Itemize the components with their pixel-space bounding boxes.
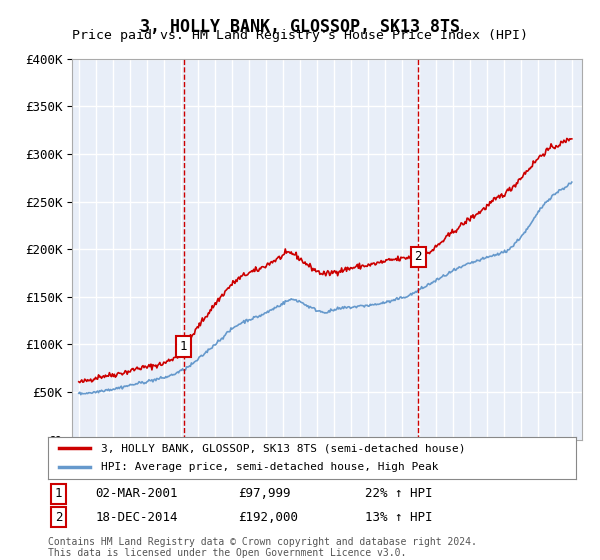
Text: 22% ↑ HPI: 22% ↑ HPI xyxy=(365,487,432,500)
Text: 3, HOLLY BANK, GLOSSOP, SK13 8TS: 3, HOLLY BANK, GLOSSOP, SK13 8TS xyxy=(140,18,460,36)
Text: 1: 1 xyxy=(180,340,187,353)
Text: Price paid vs. HM Land Registry's House Price Index (HPI): Price paid vs. HM Land Registry's House … xyxy=(72,29,528,42)
Text: 18-DEC-2014: 18-DEC-2014 xyxy=(95,511,178,524)
Text: 02-MAR-2001: 02-MAR-2001 xyxy=(95,487,178,500)
Text: HPI: Average price, semi-detached house, High Peak: HPI: Average price, semi-detached house,… xyxy=(101,463,438,473)
Text: Contains HM Land Registry data © Crown copyright and database right 2024.
This d: Contains HM Land Registry data © Crown c… xyxy=(48,536,477,558)
Text: 2: 2 xyxy=(55,511,62,524)
Text: £97,999: £97,999 xyxy=(238,487,290,500)
Text: 3, HOLLY BANK, GLOSSOP, SK13 8TS (semi-detached house): 3, HOLLY BANK, GLOSSOP, SK13 8TS (semi-d… xyxy=(101,443,466,453)
Text: 13% ↑ HPI: 13% ↑ HPI xyxy=(365,511,432,524)
Text: 1: 1 xyxy=(55,487,62,500)
Text: 2: 2 xyxy=(415,250,422,263)
Text: £192,000: £192,000 xyxy=(238,511,298,524)
